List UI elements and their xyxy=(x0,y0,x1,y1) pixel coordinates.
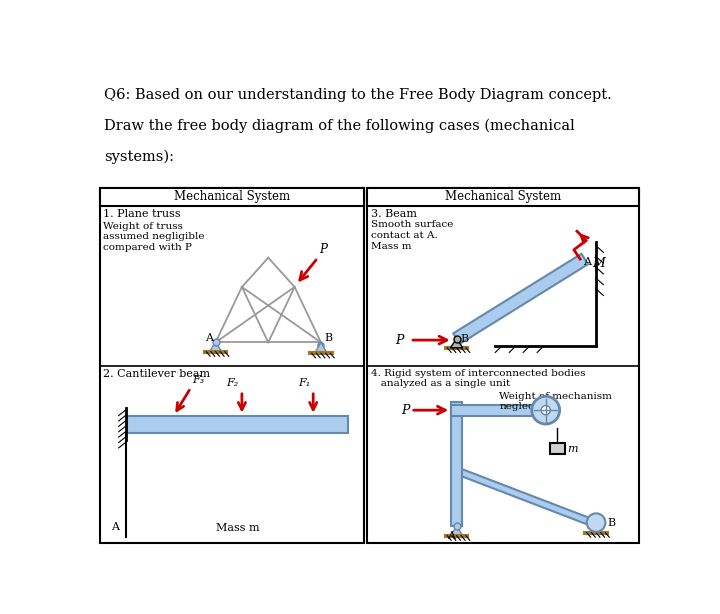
Text: Mass m: Mass m xyxy=(371,241,411,251)
Bar xyxy=(367,188,639,206)
Bar xyxy=(100,188,364,206)
Text: Mass m: Mass m xyxy=(216,523,259,532)
Text: 2. Cantilever beam: 2. Cantilever beam xyxy=(103,368,210,379)
Text: Mechanical System: Mechanical System xyxy=(174,190,290,203)
Circle shape xyxy=(587,513,606,532)
Text: P: P xyxy=(401,403,409,417)
Text: F₃: F₃ xyxy=(192,375,204,385)
Text: 3. Beam: 3. Beam xyxy=(371,209,417,219)
Polygon shape xyxy=(454,254,588,344)
Text: 1. Plane truss: 1. Plane truss xyxy=(103,209,181,219)
Text: F₁: F₁ xyxy=(298,378,310,388)
Polygon shape xyxy=(455,467,598,529)
Text: A: A xyxy=(583,257,591,267)
Text: systems):: systems): xyxy=(104,149,174,163)
Bar xyxy=(127,416,348,432)
Bar xyxy=(549,443,565,454)
Polygon shape xyxy=(315,343,327,353)
Circle shape xyxy=(541,406,550,415)
Text: neglected: neglected xyxy=(499,402,551,411)
Text: F₂: F₂ xyxy=(227,378,239,388)
Text: Mechanical System: Mechanical System xyxy=(445,190,561,203)
Text: P: P xyxy=(320,243,328,256)
Text: B: B xyxy=(607,518,615,529)
Polygon shape xyxy=(451,338,463,348)
Text: Q6: Based on our understanding to the Free Body Diagram concept.: Q6: Based on our understanding to the Fr… xyxy=(104,88,612,101)
Text: Draw the free body diagram of the following cases (mechanical: Draw the free body diagram of the follow… xyxy=(104,119,575,133)
Text: analyzed as a single unit: analyzed as a single unit xyxy=(371,379,510,387)
Text: A: A xyxy=(447,530,455,541)
Polygon shape xyxy=(210,343,222,352)
Text: Weight of truss: Weight of truss xyxy=(103,222,183,230)
Polygon shape xyxy=(451,526,463,535)
Text: compared with P: compared with P xyxy=(103,243,192,252)
Text: Weight of mechanism: Weight of mechanism xyxy=(499,392,612,401)
Text: A: A xyxy=(111,521,119,532)
Text: M: M xyxy=(593,257,606,270)
Text: contact at A.: contact at A. xyxy=(371,231,437,239)
Text: assumed negligible: assumed negligible xyxy=(103,232,204,241)
Text: A: A xyxy=(204,333,212,343)
Bar xyxy=(451,402,462,526)
Circle shape xyxy=(532,396,559,424)
Text: Smooth surface: Smooth surface xyxy=(371,220,453,229)
Text: B: B xyxy=(324,333,332,343)
Circle shape xyxy=(318,343,324,349)
Text: m: m xyxy=(567,444,578,454)
Text: B: B xyxy=(461,335,469,344)
Bar xyxy=(451,405,546,416)
Bar xyxy=(100,188,364,543)
Text: P: P xyxy=(395,333,404,346)
Bar xyxy=(367,188,639,543)
Text: 4. Rigid system of interconnected bodies: 4. Rigid system of interconnected bodies xyxy=(371,368,585,378)
